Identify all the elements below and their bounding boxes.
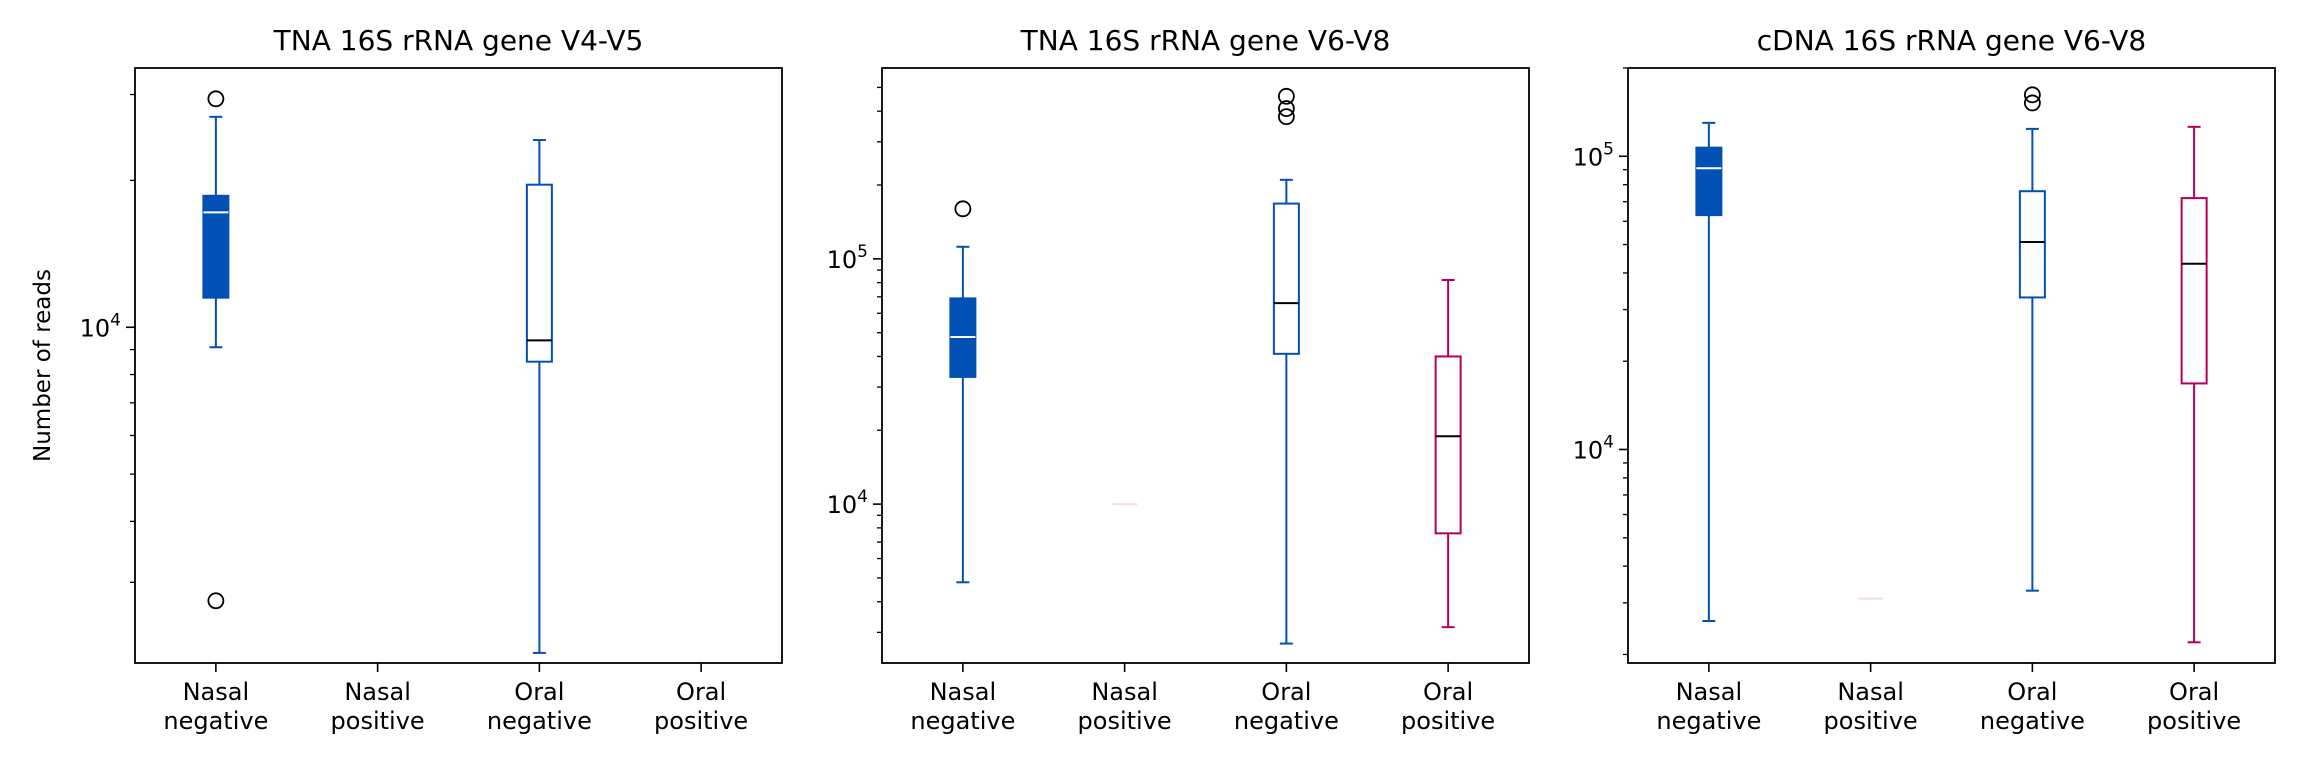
- box-body: [2018, 190, 2046, 299]
- x-tick-label: Oral negative: [1980, 678, 2085, 735]
- plot-frame: [134, 67, 783, 664]
- outlier-point: [207, 592, 225, 610]
- outlier-point: [1277, 100, 1295, 117]
- y-axis-label: Number of reads: [30, 269, 56, 462]
- x-tick-label: Oral positive: [1401, 678, 1495, 735]
- y-tick-label: 104: [827, 487, 868, 519]
- plot-frame: [881, 67, 1530, 664]
- y-tick-label: 105: [1573, 139, 1614, 171]
- chart-title: cDNA 16S rRNA gene V6-V8: [1757, 24, 2147, 57]
- chart-panel-2: TNA 16S rRNA gene V6-V8 104 105 Nasal negati…: [827, 24, 1530, 735]
- x-tick-label: Oral positive: [654, 678, 748, 735]
- box-nasal-negative: [202, 90, 230, 610]
- x-tick-label: Oral negative: [487, 678, 592, 735]
- plot-frame: [1627, 67, 2276, 664]
- chart-panel-3: cDNA 16S rRNA gene V6-V8 104 105 Nasal negat…: [1573, 24, 2276, 735]
- chart-panel-1: TNA 16S rRNA gene V4-V5 Number of reads 10…: [30, 24, 783, 735]
- box-body: [1695, 146, 1723, 217]
- box-body: [1434, 355, 1462, 535]
- x-tick-label: Nasal positive: [331, 678, 425, 735]
- outlier-point: [1277, 108, 1295, 126]
- x-tick-label: Nasal negative: [163, 678, 268, 735]
- box-oral-negative: [2018, 86, 2046, 592]
- box-body: [525, 183, 553, 363]
- x-tick-label: Nasal negative: [1656, 678, 1761, 735]
- box-body: [2180, 197, 2208, 385]
- box-nasal-negative: [949, 200, 977, 584]
- box-oral-positive: [1434, 278, 1462, 629]
- box-body: [1272, 202, 1300, 355]
- y-tick-label: 105: [827, 242, 868, 274]
- box-oral-negative: [525, 139, 553, 654]
- x-tick-label: Nasal positive: [1824, 678, 1918, 735]
- outlier-point: [2023, 94, 2041, 112]
- outlier-point: [1277, 87, 1295, 105]
- outlier-point: [207, 90, 225, 108]
- y-tick-label: 104: [80, 310, 121, 342]
- x-tick-label: Oral positive: [2147, 678, 2241, 735]
- outlier-point: [2023, 86, 2041, 104]
- x-tick-label: Nasal negative: [910, 678, 1015, 735]
- x-tick-label: Nasal positive: [1078, 678, 1172, 735]
- x-tick-label: Oral negative: [1234, 678, 1339, 735]
- outlier-point: [954, 200, 972, 218]
- y-tick-label: 104: [1573, 432, 1614, 464]
- chart-title: TNA 16S rRNA gene V4-V5: [273, 24, 644, 57]
- box-oral-negative: [1272, 87, 1300, 645]
- chart-title: TNA 16S rRNA gene V6-V8: [1020, 24, 1391, 57]
- box-oral-positive: [2180, 125, 2208, 644]
- box-nasal-negative: [1695, 121, 1723, 623]
- box-body: [202, 194, 230, 299]
